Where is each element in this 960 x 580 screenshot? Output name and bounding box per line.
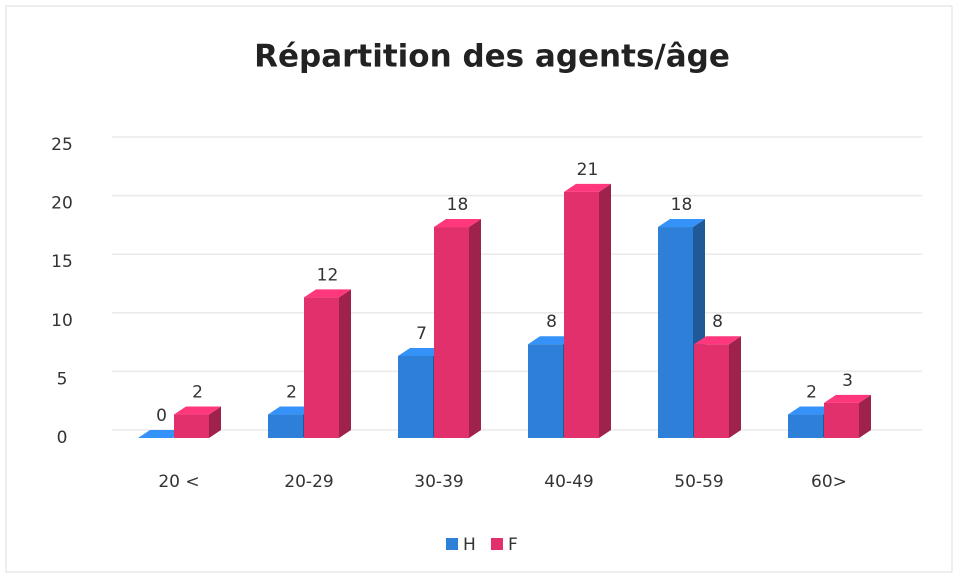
- y-tick-label: 5: [57, 369, 68, 389]
- x-tick-label: 20-29: [284, 472, 333, 492]
- bar: [658, 227, 693, 438]
- bar-top: [528, 336, 575, 345]
- bar-side: [339, 289, 351, 438]
- data-label: 8: [712, 312, 723, 332]
- data-label: 18: [447, 195, 469, 215]
- bar: [304, 297, 339, 438]
- bar: [564, 191, 599, 438]
- bar-top: [174, 406, 221, 415]
- x-tick-label: 40-49: [544, 472, 593, 492]
- bar: [694, 344, 729, 438]
- bar-top: [398, 347, 445, 356]
- legend-label: F: [508, 535, 518, 555]
- bar-side: [469, 219, 481, 438]
- data-label: 21: [577, 160, 599, 180]
- data-label: 8: [546, 312, 557, 332]
- x-tick-label: 60>: [811, 472, 847, 492]
- bar: [528, 344, 563, 438]
- bar-top: [658, 219, 705, 228]
- y-tick-label: 15: [51, 252, 73, 272]
- y-tick-label: 20: [51, 194, 73, 214]
- legend-swatch: [446, 538, 458, 550]
- bar: [434, 227, 469, 438]
- x-tick-label: 20 <: [158, 472, 199, 492]
- bar-side: [859, 394, 871, 438]
- data-label: 2: [192, 383, 203, 403]
- bar-top: [138, 430, 185, 438]
- bar-side: [209, 406, 221, 438]
- data-label: 0: [156, 406, 167, 426]
- bar: [268, 414, 303, 438]
- bar-top: [824, 394, 871, 403]
- bar: [788, 414, 823, 438]
- x-tick-label: 30-39: [414, 472, 463, 492]
- data-label: 18: [671, 195, 693, 215]
- bar: [398, 355, 433, 438]
- data-label: 2: [286, 383, 297, 403]
- bar: [174, 414, 209, 438]
- bar-top: [694, 336, 741, 345]
- bar-top: [268, 406, 315, 415]
- data-label: 3: [842, 371, 853, 391]
- data-label: 7: [416, 324, 427, 344]
- bar-top: [304, 289, 351, 298]
- legend-label: H: [463, 535, 476, 555]
- y-tick-label: 25: [51, 135, 73, 155]
- bar: [824, 402, 859, 438]
- data-label: 2: [806, 383, 817, 403]
- y-tick-label: 0: [57, 428, 68, 448]
- chart-title: Répartition des agents/âge: [254, 39, 730, 75]
- x-tick-label: 50-59: [674, 472, 723, 492]
- bar-side: [599, 183, 611, 438]
- data-label: 12: [317, 265, 339, 285]
- bar-top: [434, 219, 481, 228]
- legend-swatch: [491, 538, 503, 550]
- bar-top: [564, 183, 611, 192]
- y-tick-label: 10: [51, 311, 73, 331]
- bar-top: [788, 406, 835, 415]
- bar-side: [729, 336, 741, 438]
